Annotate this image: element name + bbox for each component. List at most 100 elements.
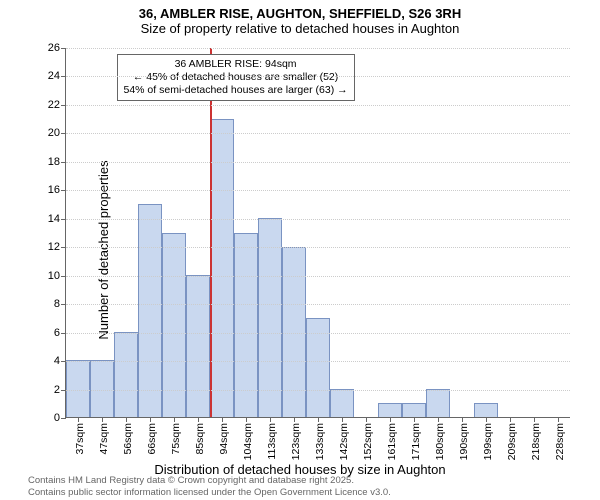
xtick-label: 209sqm xyxy=(506,423,518,460)
ytick-label: 4 xyxy=(54,355,60,367)
xtick-mark xyxy=(126,417,127,422)
ytick-mark xyxy=(61,361,66,362)
ytick-label: 8 xyxy=(54,298,60,310)
xtick-mark xyxy=(294,417,295,422)
gridline xyxy=(66,76,570,77)
ytick-label: 10 xyxy=(48,270,60,282)
xtick-label: 161sqm xyxy=(386,423,398,460)
xtick-label: 133sqm xyxy=(314,423,326,460)
gridline xyxy=(66,105,570,106)
xtick-mark xyxy=(198,417,199,422)
xtick-mark xyxy=(534,417,535,422)
footer-line1: Contains HM Land Registry data © Crown c… xyxy=(28,475,391,486)
xtick-label: 56sqm xyxy=(122,423,134,455)
ytick-mark xyxy=(61,76,66,77)
xtick-label: 228sqm xyxy=(554,423,566,460)
ytick-mark xyxy=(61,247,66,248)
xtick-label: 152sqm xyxy=(362,423,374,460)
gridline xyxy=(66,133,570,134)
xtick-label: 190sqm xyxy=(458,423,470,460)
bar xyxy=(210,119,234,417)
bar xyxy=(402,403,426,417)
ytick-label: 12 xyxy=(48,241,60,253)
bar xyxy=(138,204,162,417)
xtick-mark xyxy=(174,417,175,422)
xtick-label: 85sqm xyxy=(194,423,206,455)
bar xyxy=(330,389,354,417)
gridline xyxy=(66,48,570,49)
annotation-line2: ← 45% of detached houses are smaller (52… xyxy=(124,71,348,84)
bar xyxy=(186,275,210,417)
xtick-label: 199sqm xyxy=(482,423,494,460)
xtick-mark xyxy=(390,417,391,422)
ytick-label: 20 xyxy=(48,127,60,139)
ytick-mark xyxy=(61,304,66,305)
ytick-label: 14 xyxy=(48,213,60,225)
xtick-mark xyxy=(510,417,511,422)
xtick-mark xyxy=(78,417,79,422)
xtick-mark xyxy=(438,417,439,422)
xtick-label: 66sqm xyxy=(146,423,158,455)
bar xyxy=(426,389,450,417)
gridline xyxy=(66,162,570,163)
xtick-mark xyxy=(414,417,415,422)
xtick-label: 123sqm xyxy=(290,423,302,460)
xtick-label: 180sqm xyxy=(434,423,446,460)
ytick-label: 22 xyxy=(48,99,60,111)
ytick-mark xyxy=(61,105,66,106)
xtick-label: 218sqm xyxy=(530,423,542,460)
xtick-mark xyxy=(366,417,367,422)
xtick-mark xyxy=(222,417,223,422)
xtick-mark xyxy=(462,417,463,422)
ytick-label: 0 xyxy=(54,412,60,424)
ytick-mark xyxy=(61,219,66,220)
bar xyxy=(114,332,138,417)
chart-area: 37sqm47sqm56sqm66sqm75sqm85sqm94sqm104sq… xyxy=(65,48,570,418)
annotation-line3: 54% of semi-detached houses are larger (… xyxy=(124,84,348,97)
xtick-label: 75sqm xyxy=(170,423,182,455)
xtick-mark xyxy=(246,417,247,422)
xtick-label: 104sqm xyxy=(242,423,254,460)
xtick-mark xyxy=(486,417,487,422)
ytick-mark xyxy=(61,190,66,191)
ytick-label: 18 xyxy=(48,156,60,168)
gridline xyxy=(66,333,570,334)
gridline xyxy=(66,390,570,391)
ytick-label: 24 xyxy=(48,70,60,82)
bar xyxy=(474,403,498,417)
ytick-label: 2 xyxy=(54,384,60,396)
ytick-label: 6 xyxy=(54,327,60,339)
xtick-mark xyxy=(150,417,151,422)
gridline xyxy=(66,190,570,191)
gridline xyxy=(66,247,570,248)
gridline xyxy=(66,304,570,305)
chart-title-line2: Size of property relative to detached ho… xyxy=(0,21,600,36)
xtick-label: 37sqm xyxy=(74,423,86,455)
xtick-label: 171sqm xyxy=(410,423,422,460)
xtick-mark xyxy=(342,417,343,422)
ytick-mark xyxy=(61,276,66,277)
footer-line2: Contains public sector information licen… xyxy=(28,487,391,498)
annotation-box: 36 AMBLER RISE: 94sqm ← 45% of detached … xyxy=(117,54,355,101)
ytick-mark xyxy=(61,418,66,419)
xtick-mark xyxy=(558,417,559,422)
gridline xyxy=(66,276,570,277)
chart-title-line1: 36, AMBLER RISE, AUGHTON, SHEFFIELD, S26… xyxy=(0,6,600,21)
xtick-label: 113sqm xyxy=(266,423,278,460)
bar xyxy=(378,403,402,417)
ytick-mark xyxy=(61,333,66,334)
ytick-label: 26 xyxy=(48,42,60,54)
gridline xyxy=(66,361,570,362)
xtick-mark xyxy=(270,417,271,422)
annotation-line1: 36 AMBLER RISE: 94sqm xyxy=(124,58,348,71)
ytick-mark xyxy=(61,162,66,163)
ytick-mark xyxy=(61,48,66,49)
gridline xyxy=(66,219,570,220)
ytick-label: 16 xyxy=(48,184,60,196)
xtick-mark xyxy=(102,417,103,422)
xtick-label: 47sqm xyxy=(98,423,110,455)
xtick-mark xyxy=(318,417,319,422)
chart-title-block: 36, AMBLER RISE, AUGHTON, SHEFFIELD, S26… xyxy=(0,0,600,38)
xtick-label: 142sqm xyxy=(338,423,350,460)
footer-attribution: Contains HM Land Registry data © Crown c… xyxy=(28,475,391,498)
